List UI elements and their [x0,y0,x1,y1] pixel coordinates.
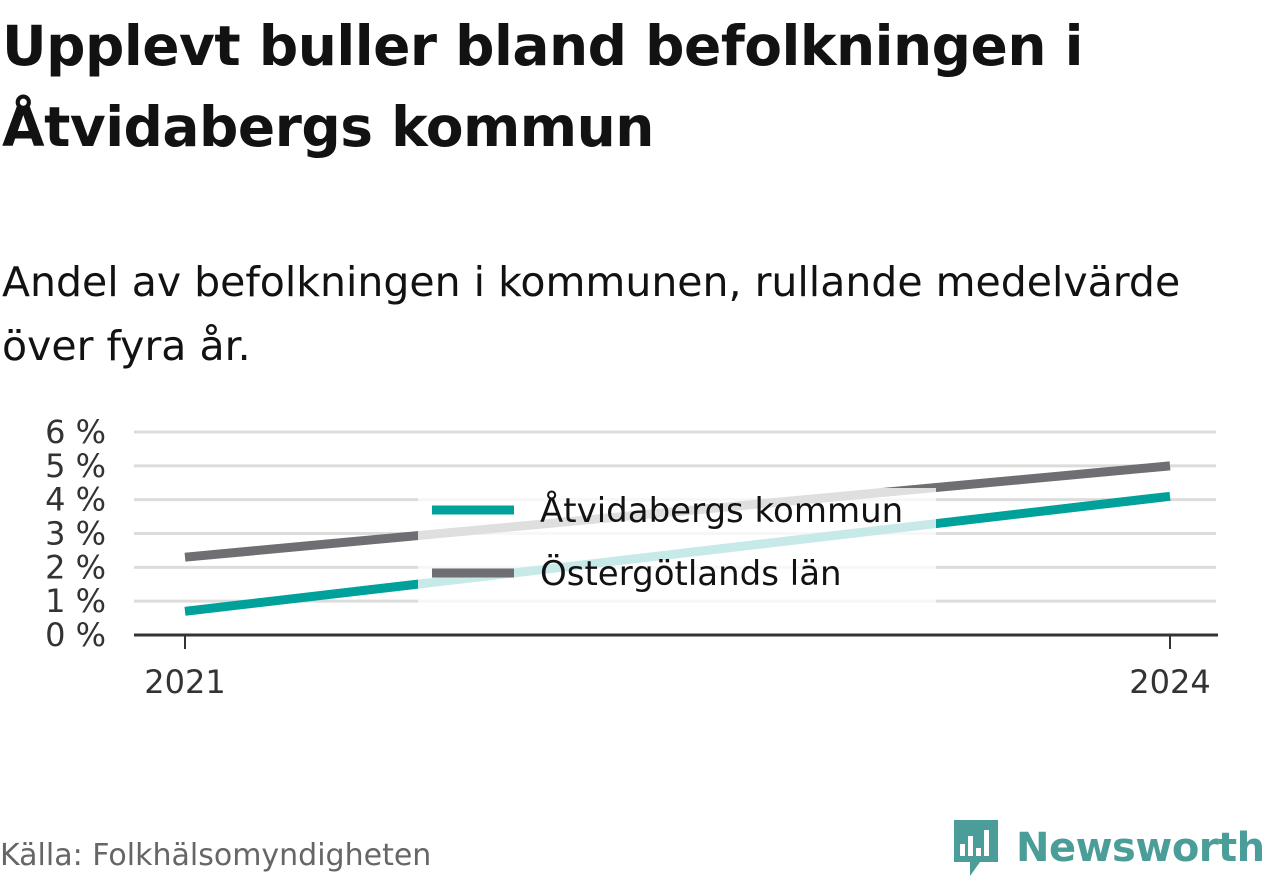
legend-label: Östergötlands län [540,553,842,594]
x-tick-label: 2021 [144,663,225,701]
brand-logo[interactable]: Newsworthy [950,818,1262,878]
y-tick-label: 0 % [45,616,106,654]
y-tick-label: 5 % [45,447,106,485]
y-tick-labels: 0 %1 %2 %3 %4 %5 %6 % [45,413,106,654]
brand-name: Newsworthy [1016,825,1262,871]
x-tick-labels: 2021 2024 [144,663,1210,701]
x-axis [134,633,1218,649]
chart-title: Upplevt buller bland befolkningen i Åtvi… [2,14,1083,159]
chart-subtitle: Andel av befolkningen i kommunen, rullan… [2,258,1181,370]
line-chart: 0 %1 %2 %3 %4 %5 %6 % 2021 2024 Åtvidaber… [45,413,1218,701]
y-tick-label: 3 % [45,515,106,553]
y-tick-label: 2 % [45,548,106,586]
legend: Åtvidabergs kommun Östergötlands län [418,488,936,606]
source-note: Källa: Folkhälsomyndigheten [0,838,432,873]
y-tick-label: 4 % [45,481,106,519]
legend-label: Åtvidabergs kommun [540,490,903,531]
y-tick-label: 6 % [45,413,106,451]
x-tick-label: 2024 [1129,663,1210,701]
newsworthy-logo-icon [954,820,998,876]
y-tick-label: 1 % [45,582,106,620]
